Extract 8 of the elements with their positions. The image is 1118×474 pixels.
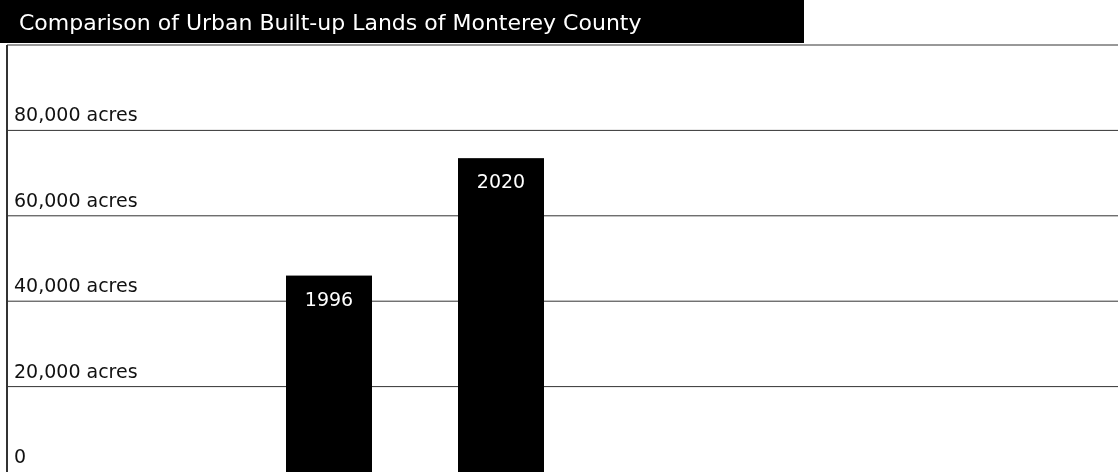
chart-title: Comparison of Urban Built-up Lands of Monterey County (19, 10, 642, 35)
y-tick-label: 20,000 acres (14, 359, 138, 382)
x-tick-label: 2020 (476, 170, 526, 193)
y-tick-label: 80,000 acres (14, 103, 138, 126)
y-tick-label: 40,000 acres (14, 274, 138, 297)
y-tick-label: 0 (14, 445, 27, 467)
y-tick-label: 60,000 acres (14, 188, 138, 211)
x-tick-label: 1996 (304, 287, 354, 310)
